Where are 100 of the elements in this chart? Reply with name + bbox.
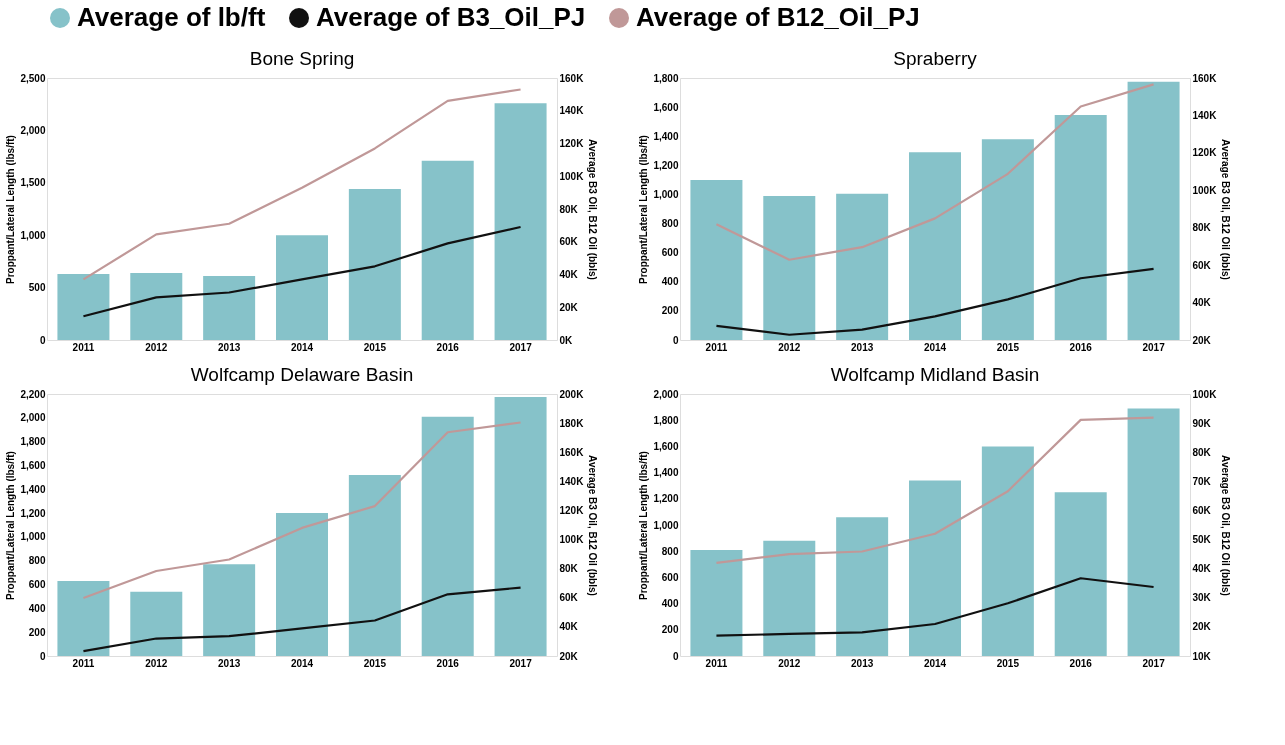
y-tick-label: 2,200 [20, 388, 46, 400]
y2-tick-label: 100K [559, 170, 585, 182]
bar [981, 139, 1034, 340]
y-tick-label: 800 [661, 218, 679, 230]
y-tick-label: 200 [28, 626, 46, 638]
y-axis-title: Proppant/Lateral Length (lbs/ft) [5, 451, 17, 600]
y2-tick-label: 40K [559, 269, 579, 280]
y-tick-label: 1,800 [653, 72, 679, 84]
bar [1127, 408, 1180, 656]
y2-tick-label: 160K [559, 446, 585, 458]
y-tick-label: 0 [672, 334, 679, 346]
x-tick-label: 2016 [1069, 341, 1093, 353]
y-tick-label: 0 [39, 650, 46, 662]
x-tick-label: 2014 [290, 657, 314, 669]
bar [57, 273, 110, 340]
line-series [82, 225, 522, 318]
bar [763, 540, 816, 656]
y2-tick-label: 120K [1192, 147, 1218, 159]
y-tick-label: 1,600 [653, 101, 679, 113]
y-tick-label: 400 [661, 598, 679, 610]
y2-tick-label: 20K [559, 301, 579, 313]
bar [1127, 81, 1180, 340]
y-tick-label: 1,000 [653, 188, 679, 200]
x-tick-label: 2013 [218, 657, 241, 669]
y2-tick-label: 60K [559, 592, 579, 604]
bar [421, 160, 474, 340]
y2-tick-label: 40K [1192, 297, 1212, 309]
legend-label: Average of B12_Oil_PJ [636, 2, 920, 32]
y2-tick-label: 20K [1192, 621, 1212, 633]
y-tick-label: 1,400 [653, 467, 679, 479]
line-series [715, 83, 1155, 261]
x-tick-label: 2011 [72, 657, 95, 669]
x-tick-label: 2016 [1069, 657, 1093, 669]
x-tick-label: 2015 [996, 341, 1020, 353]
x-tick-label: 2013 [851, 657, 874, 669]
x-tick-label: 2015 [996, 657, 1020, 669]
x-tick-label: 2014 [923, 657, 947, 669]
y2-tick-label: 80K [559, 203, 579, 215]
x-tick-label: 2016 [436, 657, 460, 669]
y-tick-label: 0 [672, 650, 679, 662]
y2-axis-title: Average B3 Oil, B12 Oil (bbls) [1220, 139, 1232, 280]
y2-tick-label: 140K [559, 475, 585, 487]
bar [909, 152, 961, 340]
bar [1054, 492, 1107, 656]
y-tick-label: 1,400 [653, 130, 679, 142]
x-tick-label: 2014 [290, 341, 314, 353]
bar [836, 517, 889, 656]
bar [421, 416, 474, 656]
y-tick-label: 1,800 [20, 436, 46, 448]
y-tick-label: 400 [28, 602, 46, 614]
x-tick-label: 2011 [705, 657, 728, 669]
x-tick-label: 2012 [145, 657, 168, 669]
bar [348, 474, 401, 656]
y2-tick-label: 60K [1192, 504, 1212, 516]
y-tick-label: 1,400 [20, 483, 46, 495]
y2-tick-label: 100K [1192, 388, 1218, 400]
x-tick-label: 2016 [436, 341, 460, 353]
y2-tick-label: 40K [559, 621, 579, 633]
y-tick-label: 1,200 [20, 507, 46, 519]
line-series [715, 416, 1155, 564]
x-tick-label: 2012 [145, 341, 168, 353]
x-tick-label: 2013 [218, 341, 241, 353]
bar [276, 235, 328, 340]
chart-title: Bone Spring [249, 48, 355, 69]
bar [690, 549, 743, 656]
x-tick-label: 2014 [923, 341, 947, 353]
legend-label: Average of lb/ft [77, 2, 266, 32]
x-tick-label: 2015 [363, 657, 387, 669]
y-tick-label: 1,000 [653, 519, 679, 531]
y-tick-label: 600 [661, 247, 679, 259]
y-tick-label: 1,200 [653, 159, 679, 171]
y-tick-label: 200 [661, 305, 679, 317]
line-series [82, 421, 522, 600]
y2-tick-label: 80K [1192, 446, 1212, 458]
y-tick-label: 1,000 [20, 229, 46, 241]
y2-tick-label: 200K [559, 388, 585, 400]
y2-tick-label: 140K [1192, 109, 1218, 121]
y2-tick-label: 120K [559, 504, 585, 516]
chart-title: Wolfcamp Delaware Basin [190, 364, 414, 385]
bar [909, 480, 961, 656]
y-tick-label: 800 [28, 555, 46, 567]
x-tick-label: 2012 [778, 657, 801, 669]
y2-tick-label: 50K [1192, 534, 1212, 546]
bar [1054, 115, 1107, 340]
x-tick-label: 2017 [1142, 657, 1166, 669]
y2-tick-label: 60K [1192, 259, 1212, 271]
y2-tick-label: 180K [559, 417, 585, 429]
y-tick-label: 2,000 [20, 412, 46, 424]
y2-tick-label: 160K [1192, 72, 1218, 84]
bar [203, 276, 256, 340]
y2-tick-label: 120K [559, 138, 585, 149]
x-tick-label: 2012 [778, 341, 801, 353]
x-tick-label: 2013 [851, 341, 874, 353]
bar [57, 580, 110, 656]
y2-tick-label: 30K [1192, 592, 1212, 604]
bar [130, 272, 183, 340]
y2-tick-label: 20K [1192, 334, 1212, 346]
y2-tick-label: 40K [1192, 563, 1212, 575]
y2-axis-title: Average B3 Oil, B12 Oil (bbls) [1220, 455, 1232, 596]
bar [203, 564, 256, 656]
